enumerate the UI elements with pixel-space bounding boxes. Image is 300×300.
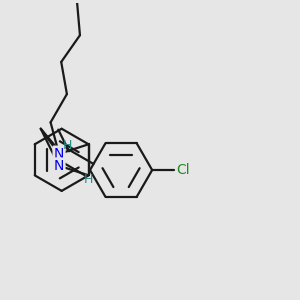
Text: H: H bbox=[84, 173, 93, 186]
Text: N: N bbox=[54, 147, 64, 161]
Text: N: N bbox=[54, 159, 64, 173]
Text: Cl: Cl bbox=[176, 163, 190, 177]
Text: H: H bbox=[63, 139, 72, 152]
